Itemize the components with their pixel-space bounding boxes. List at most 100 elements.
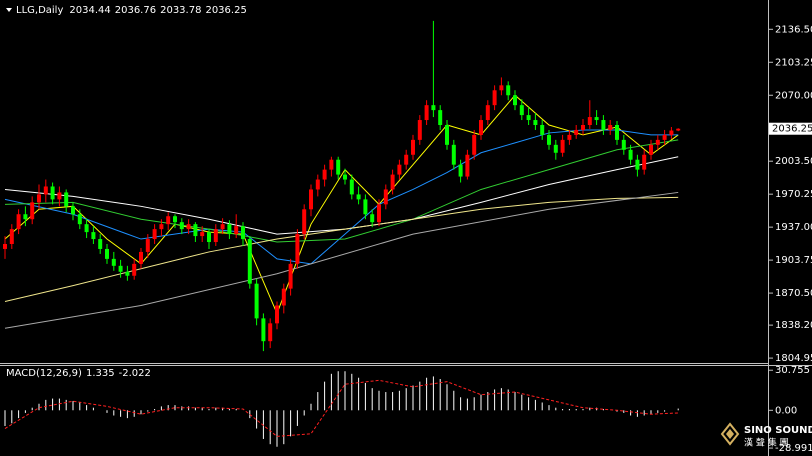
candle-body — [676, 128, 681, 131]
y-tick-label: 1838.20 — [775, 320, 812, 331]
candle-body — [458, 164, 463, 177]
price-tag-label: 2036.25 — [772, 124, 812, 135]
candle-body — [261, 318, 266, 342]
candle-body — [207, 232, 211, 243]
candle-body — [608, 125, 613, 130]
candle-body — [71, 206, 75, 215]
candle-body — [472, 134, 477, 155]
candle-body — [132, 263, 137, 276]
y-tick-label: 0.00 — [775, 405, 797, 416]
y-tick-label: 2103.25 — [775, 57, 812, 68]
candle-body — [431, 105, 436, 111]
candle-body — [200, 232, 205, 237]
y-tick-label: 1937.00 — [775, 222, 812, 233]
candle-body — [241, 226, 245, 240]
candle-body — [438, 110, 443, 125]
candle-body — [145, 239, 150, 252]
candle-body — [309, 189, 313, 210]
candle-body — [173, 216, 177, 223]
candle-body — [23, 214, 28, 220]
candle-body — [397, 164, 402, 175]
candle-body — [377, 204, 381, 223]
candle-body — [492, 90, 497, 106]
candle-body — [322, 169, 327, 180]
candle-body — [84, 224, 89, 233]
candle-body — [560, 139, 565, 153]
y-tick-label: 2136.50 — [775, 24, 812, 35]
candle-body — [64, 192, 69, 207]
candle-body — [179, 222, 184, 230]
candle-body — [234, 226, 239, 235]
candle-body — [404, 154, 409, 165]
logo — [720, 422, 740, 446]
symbol: LLG,Daily — [16, 5, 63, 16]
y-tick-label: 1804.95 — [775, 353, 812, 364]
candle-body — [424, 105, 429, 121]
candle-body — [601, 120, 606, 130]
y-tick-label: 30.755 — [775, 365, 810, 376]
moving-average — [4, 191, 679, 329]
candle-body — [159, 224, 164, 230]
candle-body — [363, 199, 368, 215]
candle-body — [635, 159, 640, 170]
low: 2033.78 — [160, 5, 201, 16]
brand-subtitle: 漢 聲 集 團 — [744, 437, 789, 449]
price-tag — [769, 122, 812, 135]
candle-body — [655, 139, 660, 145]
moving-average — [4, 94, 679, 315]
candle-body — [343, 174, 347, 180]
candle-body — [220, 224, 225, 230]
candle-body — [628, 149, 633, 160]
candle-body — [281, 288, 286, 306]
candle-body — [186, 224, 191, 230]
candle-body — [295, 234, 300, 264]
macd-value: 1.335 — [86, 368, 115, 379]
candle-body — [336, 159, 341, 175]
candle-body — [152, 229, 157, 240]
candle-body — [411, 139, 415, 155]
candle-body — [669, 130, 674, 135]
candle-body — [77, 214, 82, 225]
candle-body — [519, 105, 524, 116]
candle-body — [125, 271, 130, 276]
candle-body — [445, 125, 449, 145]
close: 2036.25 — [205, 5, 246, 16]
candle-body — [166, 216, 171, 225]
candle-body — [227, 224, 232, 235]
candle-body — [139, 251, 143, 264]
candle-body — [485, 105, 490, 121]
candle-body — [329, 159, 334, 170]
candle-body — [662, 134, 667, 140]
candle-body — [547, 134, 551, 145]
macd-header: MACD(12,26,9) 1.335 -2.022 — [6, 368, 151, 379]
candle-body — [288, 263, 293, 289]
brand: SINO SOUND — [744, 425, 812, 436]
candle-body — [451, 144, 456, 165]
candle-body — [567, 134, 572, 140]
candle-body — [91, 232, 96, 240]
y-tick-label: -28.991 — [775, 443, 812, 454]
candle-body — [479, 120, 483, 135]
candle-body — [465, 154, 470, 177]
candle-body — [213, 229, 218, 243]
candle-body — [111, 258, 116, 266]
moving-average — [4, 196, 679, 303]
candle-body — [57, 192, 62, 200]
candle-body — [621, 139, 626, 150]
candle-body — [356, 194, 361, 200]
candle-body — [553, 144, 558, 153]
high: 2036.76 — [115, 5, 156, 16]
chart-header: LLG,Daily 2034.44 2036.76 2033.78 2036.25 — [16, 5, 247, 16]
candle-body — [349, 179, 354, 195]
candle-body — [254, 283, 259, 319]
candle-body — [105, 248, 109, 259]
y-tick-label: 1970.25 — [775, 189, 812, 200]
candle-body — [540, 125, 545, 135]
candle-body — [370, 214, 375, 223]
y-tick-label: 2070.00 — [775, 90, 812, 101]
watermark: SINO SOUND 漢 聲 集 團 — [720, 422, 812, 449]
candle-body — [98, 239, 103, 249]
candle-body — [526, 115, 531, 121]
menu-arrow — [6, 8, 12, 12]
